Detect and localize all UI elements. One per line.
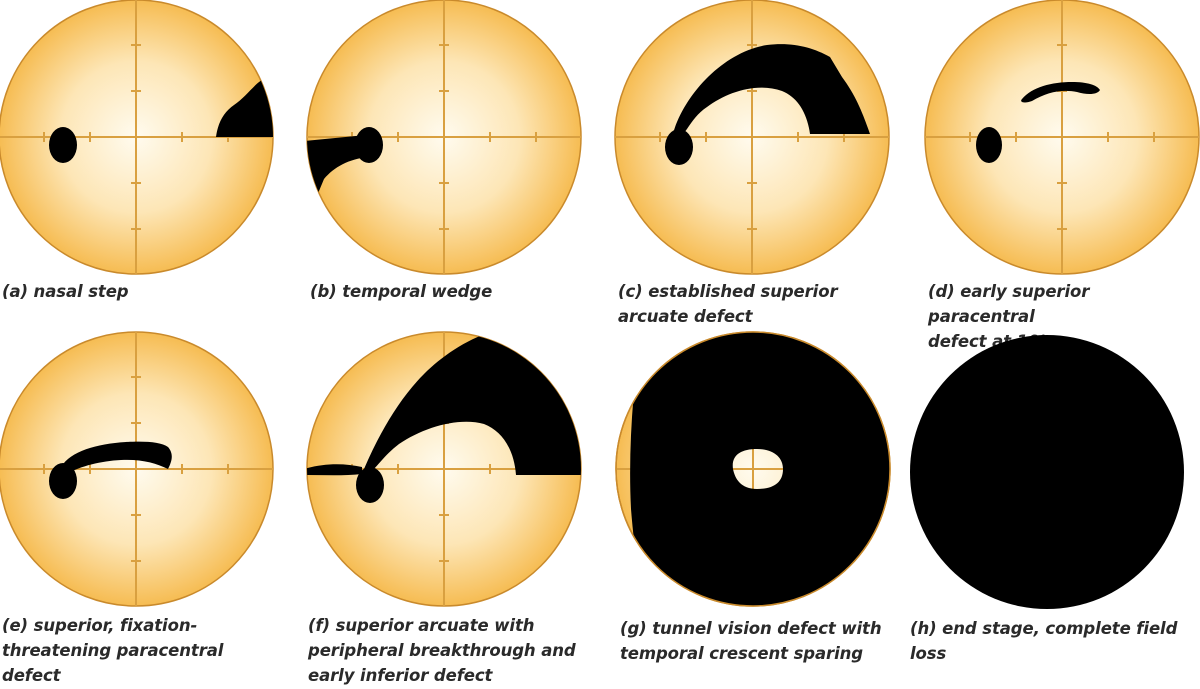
caption-b: (b) temporal wedge bbox=[310, 282, 493, 301]
panel-c: (c) established superior arcuate defect bbox=[600, 0, 910, 340]
inferior-defect bbox=[307, 464, 362, 476]
visual-field-a bbox=[0, 0, 274, 275]
panel-g: (g) tunnel vision defect with temporal c… bbox=[600, 331, 910, 689]
visual-field-h bbox=[910, 335, 1184, 609]
arcuate-breakthrough-defect bbox=[364, 332, 581, 475]
blind-spot bbox=[976, 127, 1002, 163]
paracentral-defect bbox=[1021, 82, 1100, 103]
blind-spot bbox=[665, 129, 693, 165]
caption-h: (h) end stage, complete field loss bbox=[910, 619, 1178, 663]
panel-a: (a) nasal step bbox=[0, 0, 300, 320]
arcuate-defect bbox=[672, 44, 870, 137]
blind-spot bbox=[49, 127, 77, 163]
temporal-wedge-defect bbox=[307, 135, 368, 207]
caption-e: (e) superior, fixation- threatening para… bbox=[2, 616, 224, 685]
caption-f: (f) superior arcuate with peripheral bre… bbox=[308, 616, 576, 685]
panel-f: (f) superior arcuate with peripheral bre… bbox=[300, 331, 600, 689]
blind-spot bbox=[356, 467, 384, 503]
complete-field-loss bbox=[910, 335, 1184, 609]
visual-field-d bbox=[924, 0, 1200, 275]
caption-a: (a) nasal step bbox=[2, 282, 129, 301]
visual-field-f bbox=[306, 331, 582, 607]
panel-e: (e) superior, fixation- threatening para… bbox=[0, 331, 300, 689]
panel-d: (d) early superior paracentral defect at… bbox=[910, 0, 1200, 351]
visual-field-c bbox=[614, 0, 890, 275]
visual-field-e bbox=[0, 331, 274, 607]
panel-b: (b) temporal wedge bbox=[300, 0, 600, 320]
nasal-step-defect bbox=[216, 79, 273, 137]
tunnel-defect bbox=[630, 332, 890, 606]
panel-h: (h) end stage, complete field loss bbox=[910, 335, 1200, 689]
caption-g: (g) tunnel vision defect with temporal c… bbox=[620, 619, 882, 663]
paracentral-defect bbox=[61, 441, 172, 474]
blind-spot bbox=[49, 463, 77, 499]
visual-field-b bbox=[306, 0, 582, 275]
visual-field-g bbox=[615, 331, 891, 607]
caption-c: (c) established superior arcuate defect bbox=[618, 282, 838, 326]
